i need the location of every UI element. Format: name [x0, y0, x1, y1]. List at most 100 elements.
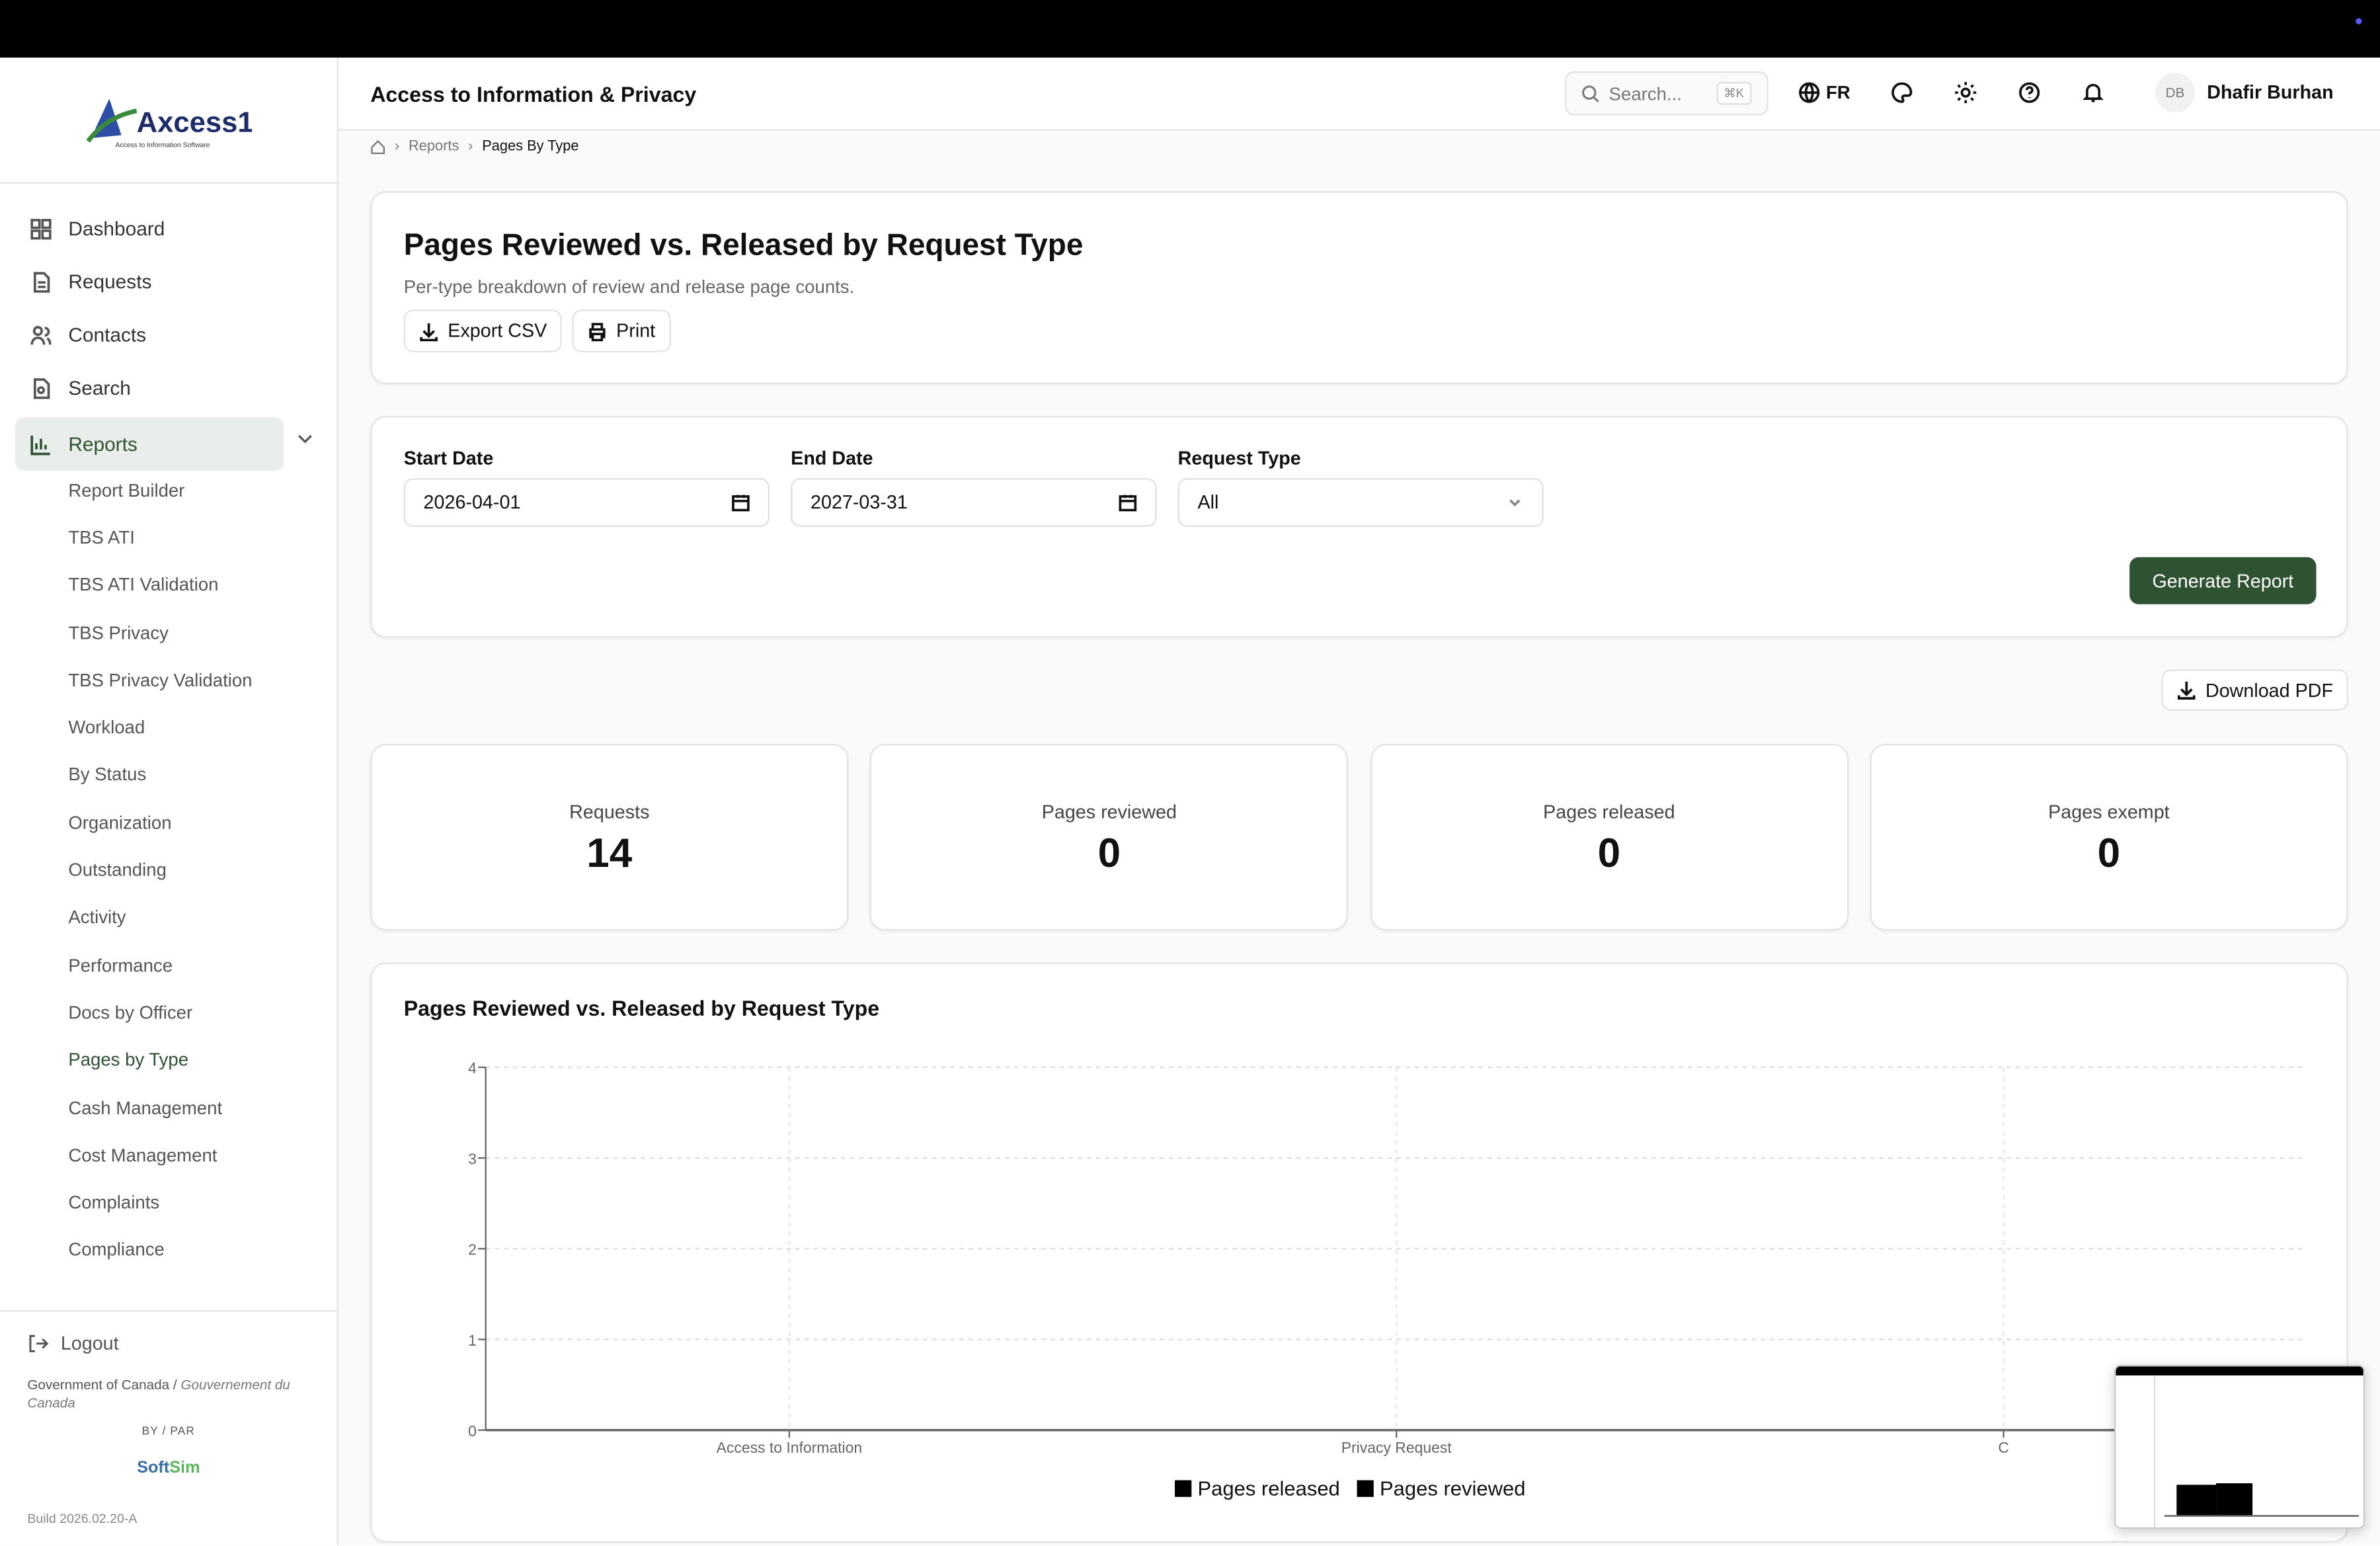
- start-date-value: 2026-04-01: [423, 491, 521, 514]
- avatar[interactable]: DB: [2155, 73, 2195, 112]
- by-par-label: BY / PAR: [141, 1424, 196, 1438]
- report-link-tbs-ati-validation[interactable]: TBS ATI Validation: [68, 574, 219, 596]
- report-link-performance[interactable]: Performance: [68, 954, 173, 976]
- report-link-pages-by-type[interactable]: Pages by Type: [68, 1049, 189, 1071]
- chart-card: Pages Reviewed vs. Released by Request T…: [370, 962, 2348, 1543]
- start-date-input[interactable]: 2026-04-01: [403, 478, 770, 527]
- download-pdf-label: Download PDF: [2205, 679, 2334, 701]
- calendar-icon[interactable]: [1119, 493, 1137, 512]
- axcess1-logo-icon: Axcess1 Access to Information Software: [86, 99, 252, 149]
- stat-card-pages-reviewed: Pages reviewed 0: [870, 744, 1349, 931]
- sidebar-item-label: Contacts: [68, 323, 147, 346]
- sidebar: Axcess1 Access to Information Software D…: [0, 58, 338, 1546]
- stat-label: Pages reviewed: [1041, 801, 1177, 823]
- calendar-icon[interactable]: [732, 493, 750, 512]
- report-link-report-builder[interactable]: Report Builder: [68, 479, 185, 501]
- end-date-input[interactable]: 2027-03-31: [791, 478, 1157, 527]
- breadcrumb-current: Pages By Type: [482, 138, 579, 155]
- print-label: Print: [616, 320, 656, 342]
- logout-label: Logout: [60, 1332, 119, 1354]
- x-tick-label: Access to Information: [717, 1439, 863, 1456]
- report-link-tbs-ati[interactable]: TBS ATI: [68, 526, 135, 548]
- stat-card-requests: Requests 14: [370, 744, 849, 931]
- sun-icon[interactable]: [1955, 81, 1977, 104]
- sidebar-item-label: Reports: [68, 432, 138, 456]
- bell-icon[interactable]: [2082, 82, 2104, 103]
- export-csv-button[interactable]: Export CSV: [403, 309, 563, 352]
- report-link-outstanding[interactable]: Outstanding: [68, 859, 167, 881]
- end-date-label: End Date: [791, 448, 873, 469]
- home-icon[interactable]: [370, 139, 385, 154]
- breadcrumb-separator: ›: [468, 138, 473, 155]
- page-title: Pages Reviewed vs. Released by Request T…: [403, 229, 1084, 263]
- request-type-select[interactable]: All: [1177, 478, 1544, 527]
- sidebar-item-requests[interactable]: Requests: [15, 255, 322, 308]
- shortcut-badge: ⌘K: [1716, 81, 1752, 105]
- stat-label: Pages released: [1543, 801, 1675, 823]
- app-logo[interactable]: Axcess1 Access to Information Software: [0, 58, 337, 184]
- chart-title: Pages Reviewed vs. Released by Request T…: [403, 996, 880, 1020]
- breadcrumb-separator: ›: [394, 138, 400, 155]
- printer-icon: [589, 322, 606, 341]
- report-link-compliance[interactable]: Compliance: [68, 1239, 165, 1261]
- legend-label: Pages released: [1197, 1477, 1339, 1500]
- stat-label: Pages exempt: [2048, 801, 2170, 823]
- sidebar-item-dashboard[interactable]: Dashboard: [15, 202, 322, 255]
- report-link-complaints[interactable]: Complaints: [68, 1192, 160, 1213]
- chevron-down-icon[interactable]: [296, 430, 315, 448]
- report-link-cost-management[interactable]: Cost Management: [68, 1144, 218, 1166]
- export-csv-label: Export CSV: [448, 320, 547, 342]
- stat-value: 0: [1097, 830, 1121, 876]
- breadcrumb-reports[interactable]: Reports: [408, 138, 459, 155]
- logout-button[interactable]: Logout: [27, 1333, 309, 1354]
- report-link-workload[interactable]: Workload: [68, 716, 145, 739]
- print-button[interactable]: Print: [572, 309, 671, 352]
- status-dot: [2356, 18, 2362, 24]
- build-version: Build 2026.02.20-A: [27, 1510, 138, 1526]
- report-link-organization[interactable]: Organization: [68, 811, 172, 833]
- government-credit: Government of Canada / Gouvernement du C…: [27, 1377, 290, 1410]
- screenshot-preview-thumbnail[interactable]: [2114, 1365, 2365, 1529]
- legend-swatch: [1357, 1480, 1374, 1497]
- start-date-label: Start Date: [403, 448, 494, 469]
- stat-label: Requests: [569, 801, 650, 823]
- report-link-docs-by-officer[interactable]: Docs by Officer: [68, 1002, 193, 1024]
- report-link-activity[interactable]: Activity: [68, 907, 126, 928]
- y-tick-label: 2: [468, 1241, 477, 1258]
- logout-icon: [29, 1334, 49, 1352]
- page-header-card: Pages Reviewed vs. Released by Request T…: [370, 191, 2348, 384]
- report-link-cash-management[interactable]: Cash Management: [68, 1096, 223, 1118]
- search-placeholder: Search...: [1608, 83, 1682, 104]
- generate-report-button[interactable]: Generate Report: [2129, 557, 2317, 604]
- help-icon[interactable]: [2019, 82, 2040, 103]
- report-link-by-status[interactable]: By Status: [68, 764, 147, 786]
- svg-text:Axcess1: Axcess1: [137, 107, 252, 139]
- file-icon: [33, 271, 50, 292]
- sidebar-item-search[interactable]: Search: [15, 361, 322, 414]
- download-pdf-button[interactable]: Download PDF: [2161, 669, 2348, 711]
- report-link-tbs-privacy-validation[interactable]: TBS Privacy Validation: [68, 669, 253, 691]
- search-input[interactable]: Search... ⌘K: [1565, 71, 1768, 116]
- search-icon: [1582, 85, 1599, 102]
- sidebar-item-reports[interactable]: Reports: [15, 417, 284, 471]
- softsim-logo: SoftSim: [137, 1459, 200, 1477]
- sidebar-item-label: Dashboard: [68, 217, 165, 240]
- legend-swatch: [1175, 1480, 1192, 1497]
- globe-icon[interactable]: [1799, 82, 1820, 103]
- y-tick-label: 1: [468, 1332, 477, 1349]
- report-link-tbs-privacy[interactable]: TBS Privacy: [68, 622, 169, 643]
- stat-value: 0: [1597, 830, 1621, 876]
- x-tick-label: C: [1998, 1439, 2009, 1456]
- reports-submenu: Report Builder TBS ATI TBS ATI Validation T…: [15, 466, 253, 1274]
- user-name[interactable]: Dhafir Burhan: [2207, 81, 2334, 104]
- x-tick-label: Privacy Request: [1341, 1439, 1452, 1456]
- download-icon: [420, 322, 438, 341]
- filters-card: Start Date 2026-04-01 End Date 2027-03-3…: [370, 416, 2348, 638]
- palette-icon[interactable]: [1891, 82, 1913, 103]
- svg-text:Access to Information Software: Access to Information Software: [115, 142, 210, 149]
- download-icon: [2177, 681, 2196, 700]
- y-tick-label: 3: [468, 1150, 477, 1167]
- bar-chart-icon: [30, 434, 50, 455]
- sidebar-item-contacts[interactable]: Contacts: [15, 308, 322, 361]
- language-toggle[interactable]: FR: [1825, 81, 1850, 104]
